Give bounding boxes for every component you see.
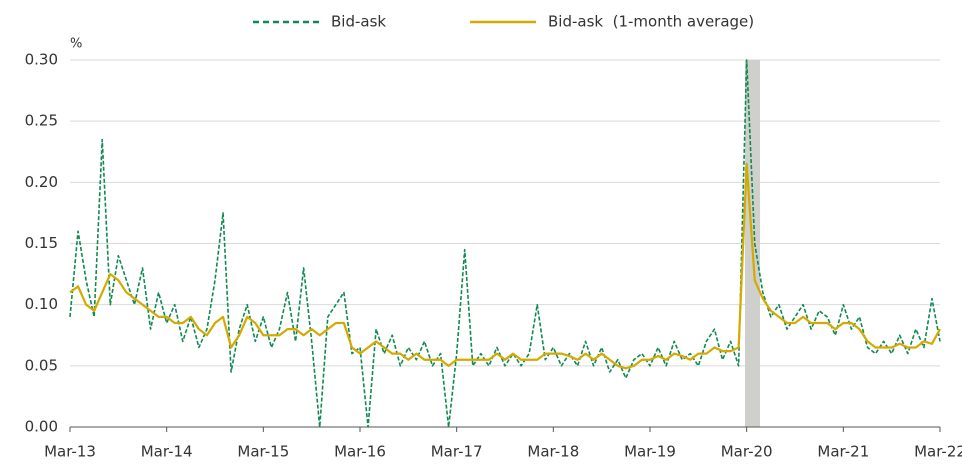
x-tick-label: Mar-17 <box>431 443 483 461</box>
x-tick-label: Mar-13 <box>44 443 96 461</box>
y-tick-label: 0.20 <box>25 173 58 191</box>
y-tick-label: 0.00 <box>25 418 58 436</box>
y-tick-label: 0.30 <box>25 51 58 69</box>
line-average <box>69 162 941 370</box>
y-tick-label: 0.10 <box>25 295 58 313</box>
legend-label: Bid-ask (1-month average) <box>548 13 754 31</box>
y-tick-label: 0.15 <box>25 234 58 252</box>
y-tick-label: 0.25 <box>25 112 58 130</box>
legend-label: Bid-ask <box>331 13 386 31</box>
y-unit-label: % <box>70 37 82 52</box>
x-tick-label: Mar-20 <box>721 443 773 461</box>
x-tick-label: Mar-18 <box>527 443 579 461</box>
line-dashed <box>69 59 941 428</box>
y-tick-label: 0.05 <box>25 356 58 374</box>
x-tick-label: Mar-22 <box>914 443 962 461</box>
x-tick-label: Mar-14 <box>141 443 193 461</box>
x-tick-label: Mar-16 <box>334 443 386 461</box>
x-tick-label: Mar-15 <box>237 443 289 461</box>
x-tick-label: Mar-21 <box>817 443 869 461</box>
x-tick-label: Mar-19 <box>624 443 676 461</box>
